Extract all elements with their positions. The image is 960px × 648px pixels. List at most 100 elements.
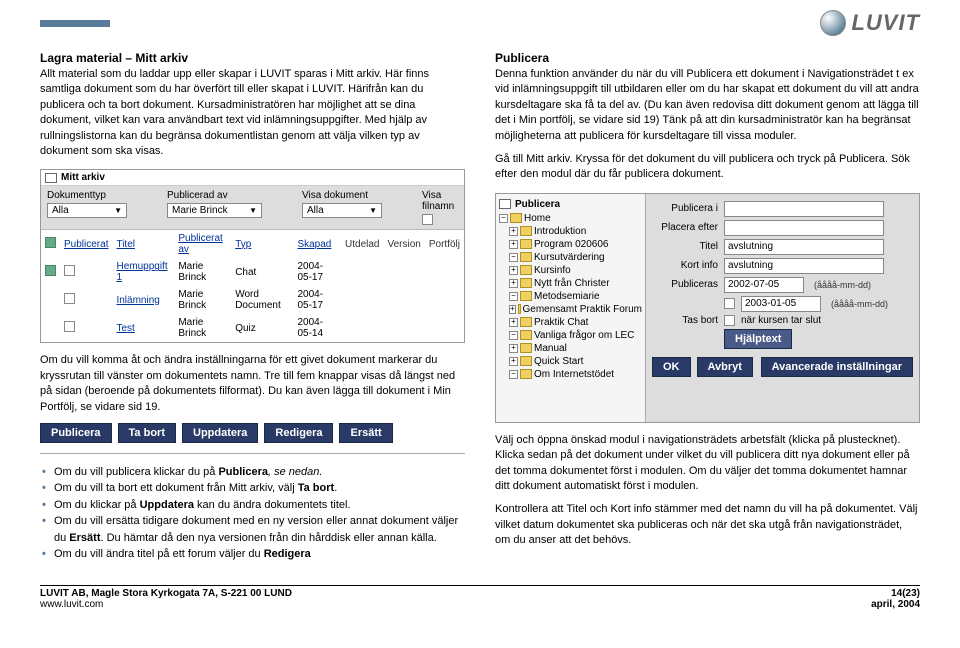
right-para-3: Välj och öppna önskad modul i navigation… xyxy=(495,433,920,495)
col-pubby[interactable]: Publicerat av xyxy=(174,230,231,259)
doctype-label: Dokumenttyp xyxy=(47,190,127,201)
tree-node[interactable]: + Gemensamt Praktik Forum xyxy=(499,303,642,316)
row-checkbox[interactable] xyxy=(64,265,75,276)
place-field[interactable] xyxy=(724,220,884,236)
doc-link[interactable]: Hemuppgift 1 xyxy=(116,261,167,283)
tree-node[interactable]: + Manual xyxy=(499,342,642,355)
expand-icon[interactable]: + xyxy=(509,357,518,366)
divider xyxy=(40,453,465,454)
tree-node[interactable]: − Kursutvärdering xyxy=(499,251,642,264)
col-delivered[interactable]: Utdelad xyxy=(341,230,383,259)
tree-node[interactable]: − Home xyxy=(499,212,642,225)
footer-address: LUVIT AB, Magle Stora Kyrkogata 7A, S-22… xyxy=(40,588,292,599)
doc-link[interactable]: Inlämning xyxy=(116,295,159,306)
publish-form: Publicera i Placera efter Titel avslutnin… xyxy=(646,194,919,422)
col-type[interactable]: Typ xyxy=(231,230,293,259)
col-portfolio[interactable]: Portfölj xyxy=(425,230,464,259)
expand-icon[interactable]: − xyxy=(509,331,518,340)
folder-icon xyxy=(518,304,521,314)
archive-title-bar: Mitt arkiv xyxy=(41,170,464,186)
expand-icon[interactable]: + xyxy=(509,305,516,314)
expand-icon[interactable]: + xyxy=(509,318,518,327)
edit-button[interactable]: Redigera xyxy=(264,423,333,443)
tree-label: Manual xyxy=(534,343,567,354)
helptext-button[interactable]: Hjälptext xyxy=(724,329,792,349)
publish-button[interactable]: Publicera xyxy=(40,423,112,443)
col-title[interactable]: Titel xyxy=(112,230,174,259)
tree-node[interactable]: + Praktik Chat xyxy=(499,316,642,329)
left-para-2: Om du vill komma åt och ändra inställnin… xyxy=(40,353,465,415)
tree-node[interactable]: +Quick Start xyxy=(499,355,642,368)
tree-label: Kursutvärdering xyxy=(534,252,605,263)
tree-node[interactable]: −Metodsemiarie xyxy=(499,290,642,303)
chevron-down-icon: ▼ xyxy=(249,206,257,215)
update-button[interactable]: Uppdatera xyxy=(182,423,258,443)
tree-label: Praktik Chat xyxy=(534,317,588,328)
folder-icon xyxy=(520,369,532,379)
expand-icon[interactable]: + xyxy=(509,344,518,353)
replace-button[interactable]: Ersätt xyxy=(339,423,392,443)
row-checkbox[interactable] xyxy=(64,293,75,304)
expand-icon[interactable]: + xyxy=(509,279,518,288)
col-published[interactable]: Publicerat xyxy=(60,230,112,259)
enddate-field[interactable]: 2003-01-05 xyxy=(741,296,821,312)
footer-date: april, 2004 xyxy=(871,599,920,610)
expand-icon[interactable]: + xyxy=(509,266,518,275)
title-label: Titel xyxy=(652,241,718,252)
place-label: Placera efter xyxy=(652,222,718,233)
expand-icon[interactable]: + xyxy=(509,240,518,249)
footer-divider xyxy=(40,585,920,586)
doctype-select[interactable]: Alla▼ xyxy=(47,203,127,218)
expand-icon[interactable]: − xyxy=(509,370,518,379)
folder-icon xyxy=(520,291,532,301)
tree-node[interactable]: + Kursinfo xyxy=(499,264,642,277)
row-checkbox[interactable] xyxy=(64,321,75,332)
top-bar: LUVIT xyxy=(40,10,920,36)
tree-label: Introduktion xyxy=(534,226,586,237)
title-field[interactable]: avslutning xyxy=(724,239,884,255)
showdoc-select[interactable]: Alla▼ xyxy=(302,203,382,218)
remove-option: när kursen tar slut xyxy=(741,315,821,326)
list-item: Om du klickar på Uppdatera kan du ändra … xyxy=(40,497,465,514)
expand-icon[interactable]: + xyxy=(509,227,518,236)
tree-label: Gemensamt Praktik Forum xyxy=(523,304,642,315)
tree-label: Kursinfo xyxy=(534,265,571,276)
tree-node[interactable]: + Introduktion xyxy=(499,225,642,238)
tree-label: Om Internetstödet xyxy=(534,369,614,380)
expand-icon[interactable]: − xyxy=(509,253,518,262)
tree-node[interactable]: − Vanliga frågor om LEC xyxy=(499,329,642,342)
delete-button[interactable]: Ta bort xyxy=(118,423,176,443)
pubby-select[interactable]: Marie Brinck▼ xyxy=(167,203,262,218)
tree-label: Vanliga frågor om LEC xyxy=(534,330,634,341)
enddate-checkbox[interactable] xyxy=(724,298,735,309)
window-icon xyxy=(499,199,511,209)
expand-icon[interactable]: − xyxy=(509,292,518,301)
tree-label: Program 020606 xyxy=(534,239,609,250)
col-created[interactable]: Skapad xyxy=(293,230,341,259)
cancel-button[interactable]: Avbryt xyxy=(697,357,753,377)
tree-node[interactable]: − Om Internetstödet xyxy=(499,368,642,381)
expand-icon[interactable]: − xyxy=(499,214,508,223)
publish-in-field[interactable] xyxy=(724,201,884,217)
short-field[interactable]: avslutning xyxy=(724,258,884,274)
ok-button[interactable]: OK xyxy=(652,357,691,377)
tree-node[interactable]: +Nytt från Christer xyxy=(499,277,642,290)
action-button-row: Publicera Ta bort Uppdatera Redigera Ers… xyxy=(40,423,465,443)
footer-url: www.luvit.com xyxy=(40,599,292,610)
showfile-label: Visa filnamn xyxy=(422,190,458,212)
tree-node[interactable]: + Program 020606 xyxy=(499,238,642,251)
showfile-checkbox[interactable] xyxy=(422,214,433,225)
advanced-button[interactable]: Avancerade inställningar xyxy=(761,357,913,377)
right-para-1: Denna funktion använder du när du vill P… xyxy=(495,67,920,144)
col-version[interactable]: Version xyxy=(383,230,424,259)
publish-in-label: Publicera i xyxy=(652,203,718,214)
footer-page: 14(23) xyxy=(871,588,920,599)
logo-icon xyxy=(820,10,846,36)
left-para-1: Allt material som du laddar upp eller sk… xyxy=(40,67,465,159)
remove-checkbox[interactable] xyxy=(724,315,735,326)
pubdate-field[interactable]: 2002-07-05 xyxy=(724,277,804,293)
tree-label: Home xyxy=(524,213,551,224)
pubby-label: Publicerad av xyxy=(167,190,262,201)
doc-link[interactable]: Test xyxy=(116,323,134,334)
right-heading: Publicera xyxy=(495,51,920,65)
